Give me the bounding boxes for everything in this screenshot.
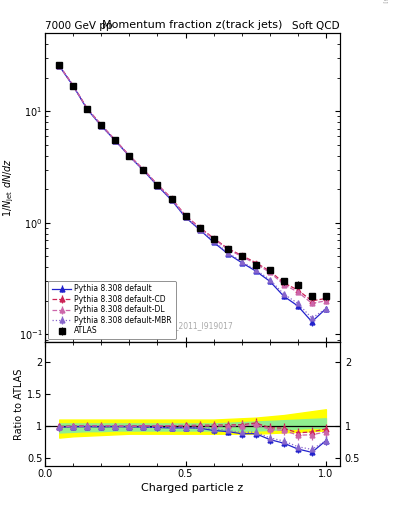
Text: 7000 GeV pp: 7000 GeV pp bbox=[45, 20, 113, 31]
Y-axis label: Ratio to ATLAS: Ratio to ATLAS bbox=[14, 369, 24, 440]
Legend: Pythia 8.308 default, Pythia 8.308 default-CD, Pythia 8.308 default-DL, Pythia 8: Pythia 8.308 default, Pythia 8.308 defau… bbox=[48, 281, 176, 339]
Text: mcplots.cern.ch [arXiv:1306.3436]: mcplots.cern.ch [arXiv:1306.3436] bbox=[382, 0, 387, 3]
Text: ATLAS_2011_I919017: ATLAS_2011_I919017 bbox=[152, 321, 233, 330]
Y-axis label: $1/N_\mathregular{jet}\ dN/dz$: $1/N_\mathregular{jet}\ dN/dz$ bbox=[2, 158, 16, 218]
Text: Soft QCD: Soft QCD bbox=[292, 20, 340, 31]
X-axis label: Charged particle z: Charged particle z bbox=[141, 483, 244, 493]
Title: Momentum fraction z(track jets): Momentum fraction z(track jets) bbox=[103, 20, 283, 30]
